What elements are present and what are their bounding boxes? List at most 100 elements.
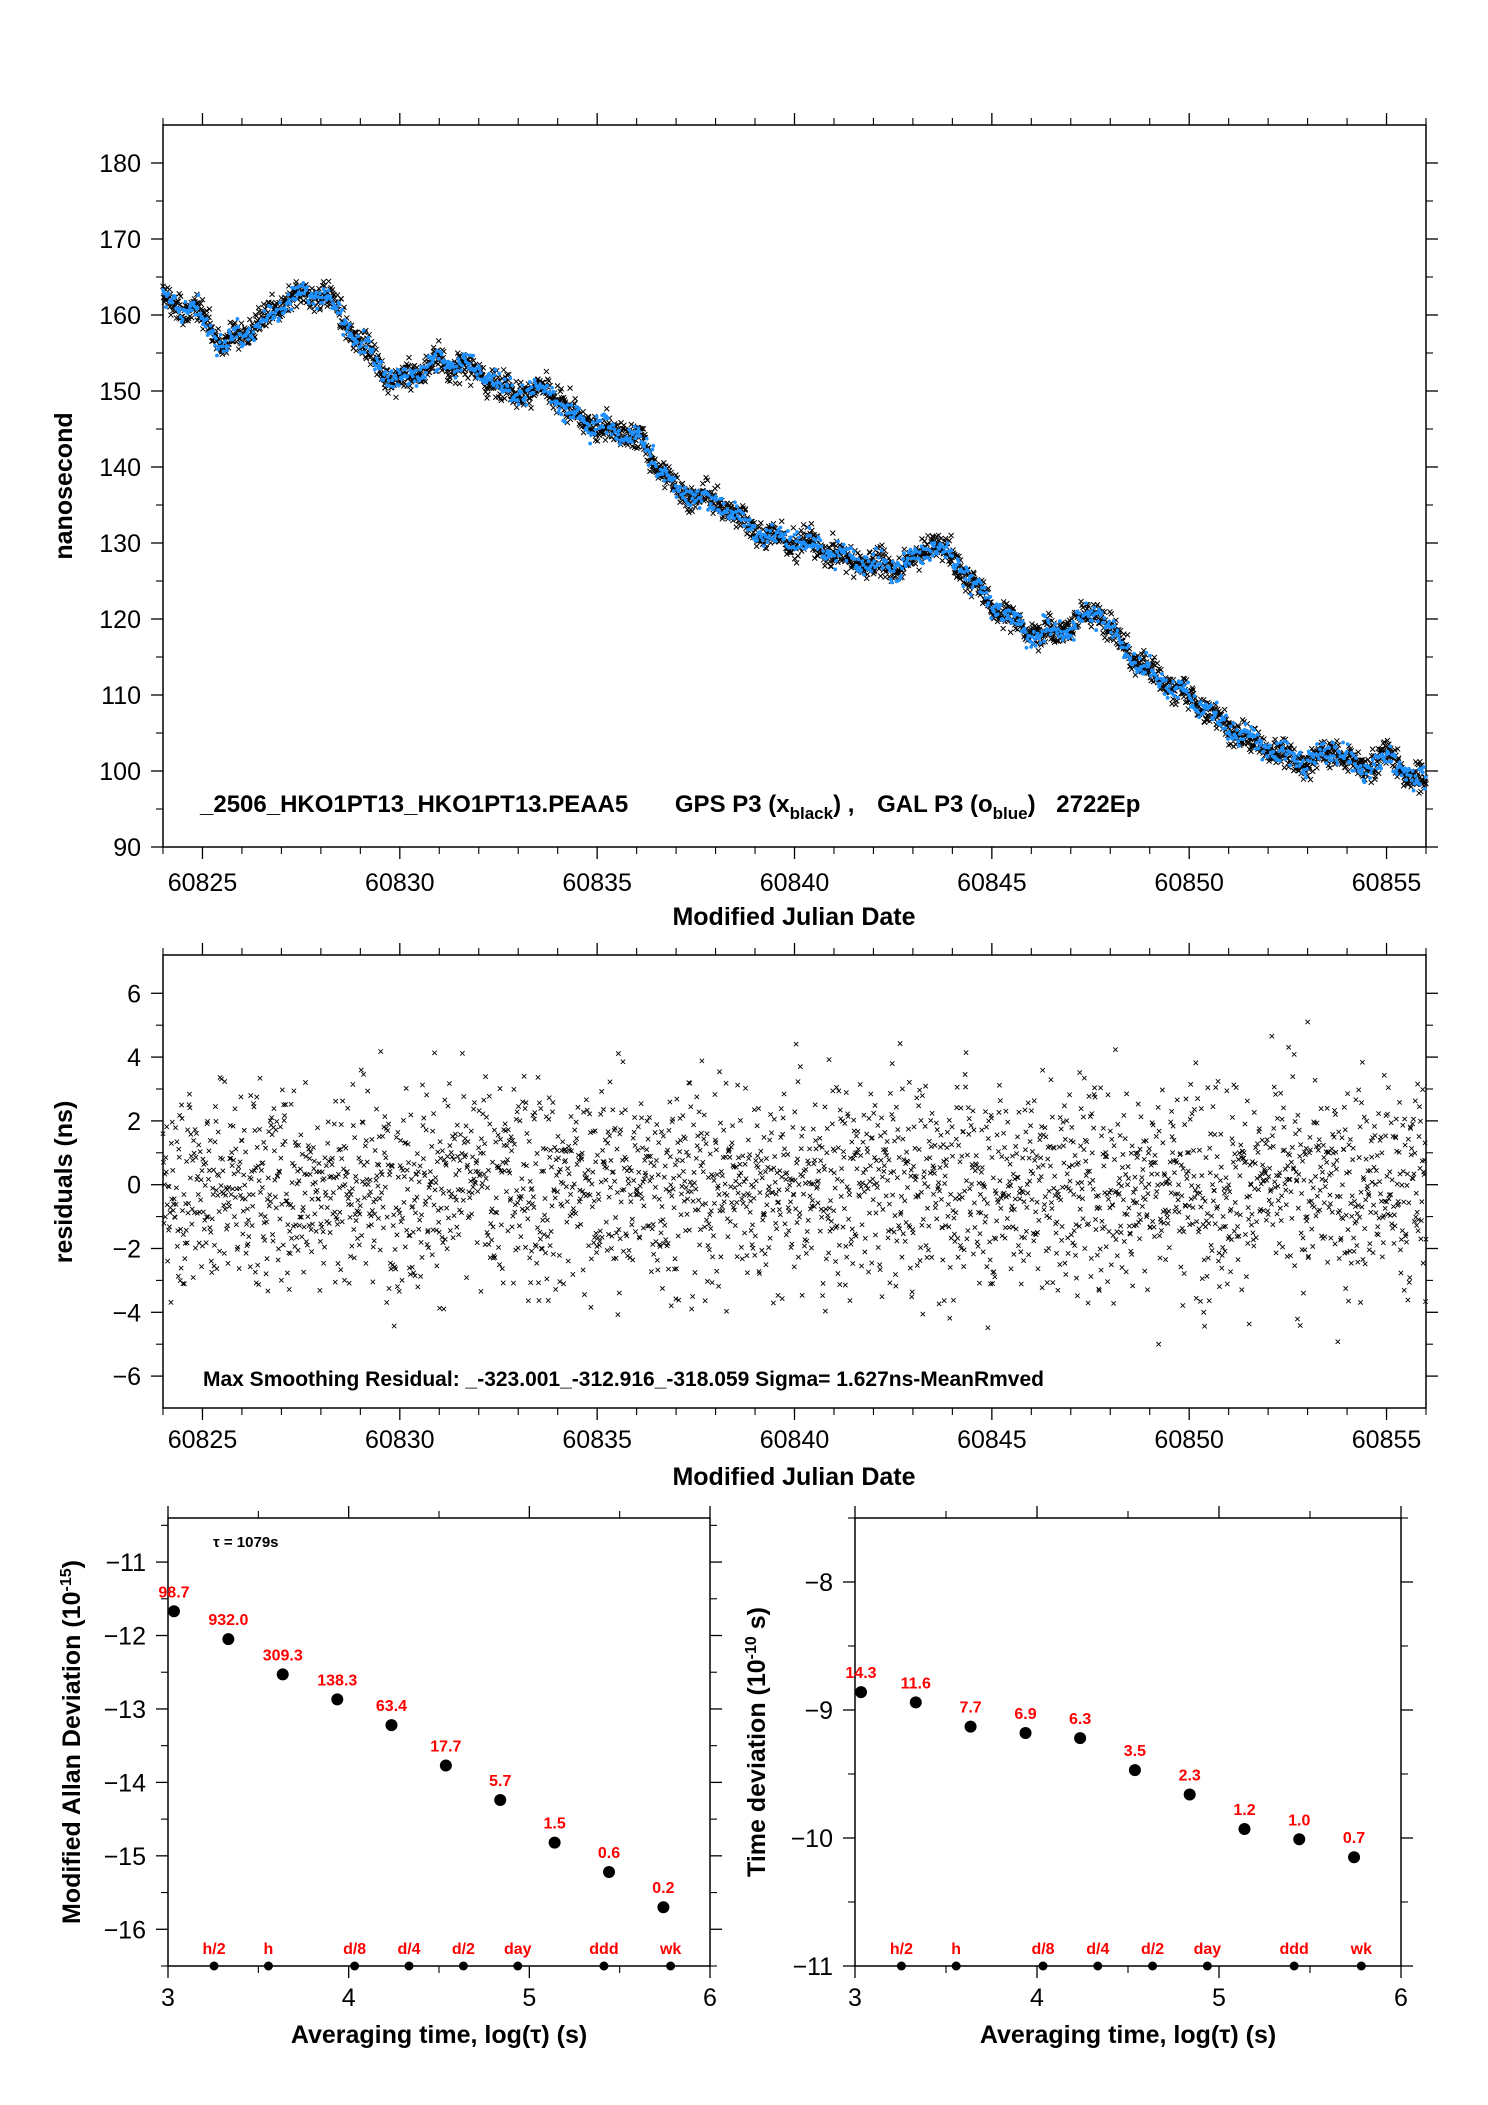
residual-point: [193, 1154, 199, 1160]
gal-point: [1310, 751, 1315, 756]
gps-point: [232, 320, 238, 326]
gal-point: [436, 356, 441, 361]
gal-point: [1172, 693, 1176, 698]
gal-point: [1241, 737, 1246, 742]
gal-point: [386, 378, 391, 383]
gal-point: [389, 369, 394, 374]
residual-point: [510, 1280, 516, 1286]
gal-point: [841, 542, 846, 547]
gal-point: [912, 556, 917, 560]
residual-point: [380, 1204, 386, 1210]
gal-point: [1222, 717, 1227, 722]
residual-point: [290, 1205, 296, 1211]
gal-point: [859, 568, 864, 573]
gal-point: [963, 577, 968, 582]
residual-point: [417, 1163, 423, 1169]
residual-point: [354, 1235, 361, 1241]
gal-point: [1256, 746, 1261, 751]
residual-point: [395, 1174, 401, 1180]
gps-point: [1227, 741, 1234, 747]
gal-point: [378, 366, 383, 371]
gal-point: [1010, 619, 1015, 624]
gps-point: [567, 385, 573, 392]
residual-point: [420, 1156, 426, 1162]
residual-point: [457, 1158, 463, 1164]
gal-point: [1024, 645, 1029, 650]
residual-point: [266, 1203, 272, 1209]
residual-point: [375, 1215, 381, 1221]
gal-point: [320, 301, 325, 306]
gal-point: [1186, 680, 1190, 685]
residual-point: [205, 1176, 212, 1182]
residual-point: [314, 1187, 320, 1193]
residual-point: [438, 1205, 444, 1211]
gal-point: [1354, 756, 1358, 760]
gal-point: [1071, 638, 1076, 642]
residual-point: [347, 1214, 353, 1220]
residuals-panel: 60825 60830 60835 60840 60845 60850 60855−6−4−…: [50, 943, 1438, 1491]
gal-point: [698, 496, 703, 500]
gal-point: [1288, 763, 1293, 768]
gal-point: [1056, 627, 1060, 631]
gal-point: [359, 340, 364, 345]
residual-point: [226, 1184, 232, 1190]
gal-point: [819, 544, 824, 549]
residual-point: [481, 1171, 487, 1177]
gal-point: [860, 559, 865, 564]
x-tick-label: 60825: [168, 869, 238, 897]
gal-point: [1187, 692, 1191, 697]
gal-point: [773, 539, 778, 544]
gal-point: [591, 421, 596, 426]
gal-point: [732, 516, 736, 521]
gal-point: [341, 332, 346, 337]
residual-point: [225, 1222, 231, 1228]
gal-point: [900, 566, 904, 571]
residual-point: [423, 1127, 429, 1133]
gal-point: [177, 306, 182, 311]
gps-point: [652, 456, 658, 463]
y-tick-label: 160: [99, 302, 141, 330]
gal-point: [1278, 740, 1283, 745]
gal-point: [617, 442, 622, 446]
gps-point: [640, 426, 647, 432]
gal-point: [1375, 766, 1380, 771]
gps-point: [456, 380, 463, 387]
gal-point: [630, 440, 634, 444]
residual-point: [461, 1093, 467, 1099]
gal-point: [1107, 619, 1111, 624]
gal-point: [734, 504, 739, 509]
gps-point: [467, 382, 474, 389]
residual-point: [229, 1163, 235, 1169]
residual-point: [500, 1280, 506, 1286]
residual-point: [335, 1261, 341, 1267]
gal-point: [439, 352, 444, 357]
gps-point: [1355, 749, 1362, 755]
residual-point: [271, 1148, 277, 1154]
gal-point: [785, 529, 790, 533]
residual-point: [256, 1178, 262, 1184]
gal-point: [1413, 774, 1418, 778]
residual-point: [237, 1185, 243, 1191]
residual-point: [503, 1189, 510, 1195]
residual-point: [253, 1280, 259, 1286]
gal-point: [594, 414, 599, 419]
residual-point: [196, 1142, 202, 1148]
gal-point: [322, 290, 327, 295]
gal-point: [189, 308, 194, 313]
gal-point: [287, 297, 292, 302]
gps-point: [435, 338, 442, 344]
residual-point: [412, 1210, 419, 1216]
gal-point: [410, 374, 415, 379]
residual-point: [362, 1143, 368, 1149]
residual-point: [187, 1175, 193, 1181]
gal-point: [1284, 752, 1289, 757]
gal-point: [797, 535, 801, 540]
gal-point: [349, 333, 354, 338]
residual-point: [332, 1209, 338, 1215]
residual-point: [286, 1286, 292, 1292]
residual-point: [288, 1101, 294, 1107]
residual-point: [515, 1200, 521, 1206]
residual-point: [230, 1186, 236, 1192]
gal-point: [884, 559, 889, 563]
gal-point: [1185, 688, 1189, 693]
